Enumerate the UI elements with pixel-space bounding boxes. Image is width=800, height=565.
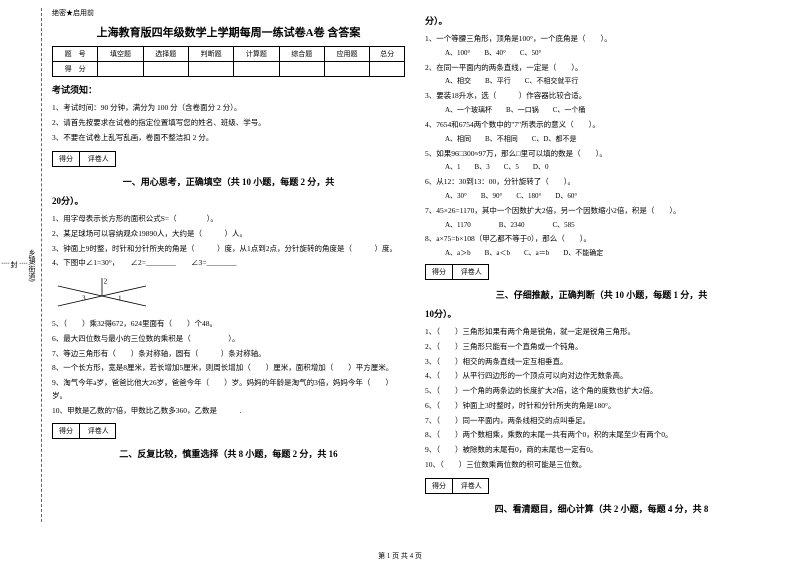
notice-item: 2、请首先按要求在试卷的指定位置填写您的姓名、班级、学号。 <box>52 117 405 129</box>
options: A、相同 B、不相同 C、D、都不是 <box>445 134 778 146</box>
svg-text:1: 1 <box>118 294 122 302</box>
scorer-score: 得分 <box>426 479 453 493</box>
scorer-box: 得分 评卷人 <box>52 423 116 439</box>
score-col: 选择题 <box>143 47 188 62</box>
options: A、100° B、40° C、50° <box>445 48 778 60</box>
question: 10、甲数是乙数的7倍，甲数比乙数多360，乙数是 . <box>52 405 405 418</box>
page-footer: 第 1 页 共 4 页 <box>0 551 800 561</box>
score-col: 判断题 <box>188 47 233 62</box>
notice-item: 1、考试时间：90 分钟，满分为 100 分（含卷面分 2 分）。 <box>52 102 405 114</box>
scorer-score: 得分 <box>53 424 80 438</box>
svg-text:2: 2 <box>104 278 108 286</box>
left-column: 绝密★启用前 上海教育版四年级数学上学期每周一练试卷A卷 含答案 题 号 填空题… <box>42 8 415 522</box>
question: 2、（ ）三角形只能有一个直角或一个钝角。 <box>425 341 778 354</box>
binding-sidebar: 乡镇(街道) ┊封┊ 学校 ┊线┊ 班级 ┊内┊ 姓名 ┊不┊ 学号 ┊答┊题 <box>12 8 42 522</box>
question: 3、（ ）相交的两条直线一定互相垂直。 <box>425 356 778 369</box>
question: 4、7654和6754两个数中的"7"所表示的意义（ ）。 <box>425 119 778 132</box>
question: 1、一个等腰三角形，顶角是100°，一个底角是（ ）。 <box>425 33 778 46</box>
question: 9、淘气今年a岁，爸爸比他大26岁，爸爸今年（ ）岁。妈妈的年龄是淘气的3倍，妈… <box>52 377 405 403</box>
right-column: 分）。 1、一个等腰三角形，顶角是100°，一个底角是（ ）。 A、100° B… <box>415 8 788 522</box>
section-cont: 20分）。 <box>52 194 405 207</box>
section-1-title: 一、用心思考，正确填空（共 10 小题，每题 2 分，共 <box>52 175 405 188</box>
question: 2、在同一平面内的两条直线，一定是（ ）。 <box>425 62 778 75</box>
options: A、一个玻璃杯 B、一口锅 C、一个桶 <box>445 105 778 117</box>
score-col: 应用题 <box>324 47 369 62</box>
section-2-title: 二、反复比较，慎重选择（共 8 小题，每题 2 分，共 16 <box>52 447 405 460</box>
question: 5、（ ）乘32得672，624里面有（ ）个48。 <box>52 318 405 331</box>
options: A、30° B、90° C、180° D、60° <box>445 191 778 203</box>
exam-title: 上海教育版四年级数学上学期每周一练试卷A卷 含答案 <box>52 24 405 40</box>
sidebar-label: 乡镇(街道) <box>27 249 37 282</box>
question: 6、从12：30到13：00，分针旋转了（ ）。 <box>425 176 778 189</box>
question: 8、（ ）两个数相乘，乘数的末尾一共有两个0，积的末尾至少有两个0。 <box>425 429 778 442</box>
options: A、1 B、3 C、5 D、0 <box>445 162 778 174</box>
question: 9、（ ）被除数的末尾有0，商的末尾也一定有0。 <box>425 444 778 457</box>
score-col: 计算题 <box>234 47 279 62</box>
scorer-grader: 评卷人 <box>82 424 115 438</box>
score-col: 题 号 <box>53 47 98 62</box>
question: 7、等边三角形有（ ）条对称轴，圆有（ ）条对称轴。 <box>52 348 405 361</box>
section-cont: 分）。 <box>425 14 778 27</box>
question: 7、45×26=1170，其中一个因数扩大2倍，另一个因数缩小2倍，积是（ ）。 <box>425 205 778 218</box>
score-col: 总分 <box>370 47 405 62</box>
question: 5、（ ）一个角的两条边的长度扩大2倍，这个角的度数也扩大2倍。 <box>425 385 778 398</box>
scorer-box: 得分 评卷人 <box>425 478 489 494</box>
scorer-score: 得分 <box>426 265 453 279</box>
question: 1、用字母表示长方形的面积公式S=（ ）。 <box>52 213 405 226</box>
scorer-box: 得分 评卷人 <box>425 264 489 280</box>
question: 3、要装18升水，选（ ）作容器比较合适。 <box>425 90 778 103</box>
score-table: 题 号 填空题 选择题 判断题 计算题 综合题 应用题 总分 得 分 <box>52 46 405 77</box>
svg-text:3: 3 <box>82 294 86 302</box>
scorer-score: 得分 <box>53 152 80 166</box>
score-row-label: 得 分 <box>53 62 98 77</box>
confidential-label: 绝密★启用前 <box>52 8 405 18</box>
question: 7、（ ）同一平面内，两条线相交的点叫垂足。 <box>425 415 778 428</box>
score-col: 综合题 <box>279 47 324 62</box>
question: 3、钟面上9时整，时针和分针所夹的角是（ ）度，从1点到2点，分针旋转的角度是（… <box>52 243 405 256</box>
question: 1、（ ）三角形如果有两个角是锐角，就一定是锐角三角形。 <box>425 326 778 339</box>
question: 2、某足球场可以容纳观众19890人，大约是（ ）人。 <box>52 228 405 241</box>
sidebar-label: 学校 <box>0 258 1 272</box>
question: 4、（ ）从平行四边形的一个顶点可以向对边作无数条高。 <box>425 370 778 383</box>
section-cont: 10分）。 <box>425 307 778 320</box>
notice-item: 3、不要在试卷上乱写乱画，卷面不整洁扣 2 分。 <box>52 132 405 144</box>
options: A、1170 B、2340 C、585 <box>445 220 778 232</box>
section-3-title: 三、仔细推敲，正确判断（共 10 小题，每题 1 分，共 <box>425 288 778 301</box>
scorer-grader: 评卷人 <box>82 152 115 166</box>
question: 10、（ ）三位数乘两位数的积可能是三位数。 <box>425 459 778 472</box>
options: A、相交 B、平行 C、不相交就平行 <box>445 76 778 88</box>
question: 6、（ ）钟面上3时整时，时针和分针所夹的角是180°。 <box>425 400 778 413</box>
score-col: 填空题 <box>98 47 143 62</box>
question: 5、如果96□300≈97万，那么□里可以填的数是（ ）。 <box>425 148 778 161</box>
question: 8、a×75=b×108（甲乙都不等于0），那么（ ）。 <box>425 233 778 246</box>
notice-heading: 考试须知： <box>52 83 405 96</box>
question: 4、下图中∠1=30°， ∠2=________ ∠3=________ <box>52 257 405 270</box>
section-4-title: 四、看清题目，细心计算（共 2 小题，每题 4 分，共 8 <box>425 502 778 515</box>
question: 8、一个长方形，宽是8厘米，若长增加5厘米，则周长增加（ ）厘米，面积增加（ ）… <box>52 362 405 375</box>
angle-diagram: 2 3 1 <box>52 274 152 314</box>
scorer-grader: 评卷人 <box>455 265 488 279</box>
options: A、a＞b B、a＜b C、a＝b D、不能确定 <box>445 248 778 260</box>
question: 6、最大四位数与最小的三位数的乘积是（ ）。 <box>52 333 405 346</box>
sidebar-dots: ┊封┊ <box>1 261 27 270</box>
scorer-grader: 评卷人 <box>455 479 488 493</box>
scorer-box: 得分 评卷人 <box>52 151 116 167</box>
